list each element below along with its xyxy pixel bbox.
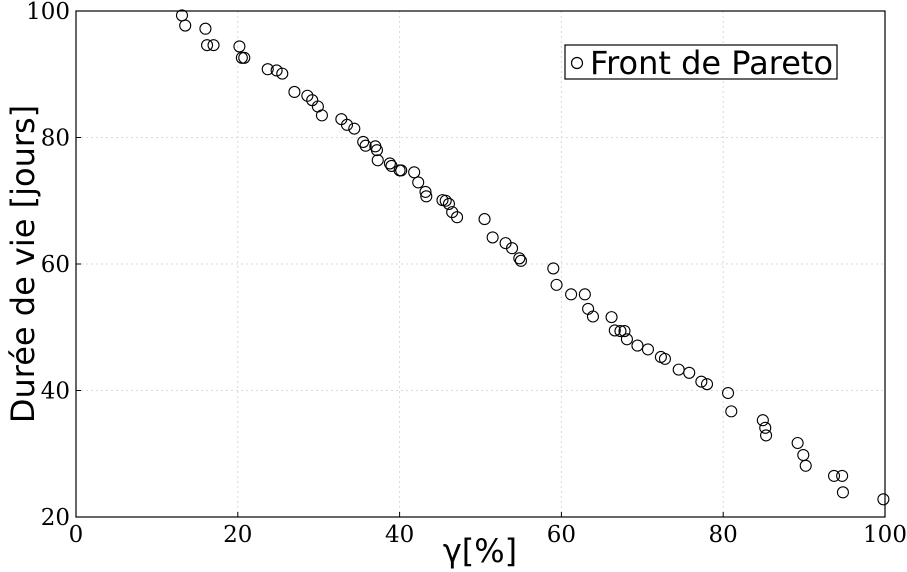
x-tick-label: 40 xyxy=(385,522,414,548)
data-point xyxy=(641,343,655,356)
data-point xyxy=(420,190,433,203)
data-point xyxy=(340,118,354,131)
legend: Front de Pareto xyxy=(564,44,838,82)
data-point xyxy=(658,352,672,365)
data-point xyxy=(608,324,621,337)
data-point xyxy=(877,493,890,506)
data-point xyxy=(799,459,812,472)
x-tick-label: 100 xyxy=(863,522,907,548)
data-point xyxy=(695,375,708,388)
data-point xyxy=(683,366,696,379)
data-point xyxy=(565,288,578,301)
data-point xyxy=(722,386,735,400)
data-point xyxy=(270,64,283,77)
data-point xyxy=(760,429,773,442)
data-point xyxy=(207,39,220,52)
data-points xyxy=(175,9,890,506)
y-tick-label: 60 xyxy=(41,252,70,278)
data-point xyxy=(439,194,452,207)
data-point xyxy=(605,311,618,324)
data-point xyxy=(199,22,212,35)
data-point xyxy=(514,254,528,267)
data-point xyxy=(359,139,372,152)
data-point xyxy=(395,164,408,177)
data-point xyxy=(408,166,421,179)
data-point xyxy=(301,89,314,102)
data-point xyxy=(586,310,600,323)
x-tick-label: 80 xyxy=(709,522,738,548)
data-point xyxy=(836,486,849,499)
data-point xyxy=(383,157,396,170)
data-point xyxy=(288,85,301,99)
y-tick-label: 40 xyxy=(41,379,70,405)
data-point xyxy=(450,211,464,224)
data-point xyxy=(578,288,591,301)
x-axis-title: γ[%] xyxy=(443,532,517,570)
data-point xyxy=(370,144,383,157)
data-point xyxy=(442,197,455,210)
data-point xyxy=(315,109,328,122)
data-point xyxy=(348,122,361,135)
data-point xyxy=(836,469,849,482)
data-point xyxy=(618,324,631,338)
data-point xyxy=(700,378,714,391)
y-tick-label: 100 xyxy=(26,0,70,25)
data-point xyxy=(506,242,519,255)
data-point xyxy=(261,63,274,76)
y-tick-label: 20 xyxy=(41,505,70,531)
y-tick-label: 80 xyxy=(41,126,70,152)
data-point xyxy=(725,405,738,418)
data-point xyxy=(631,339,644,352)
data-point xyxy=(276,67,289,80)
data-point xyxy=(614,324,627,338)
data-point xyxy=(791,436,804,450)
data-point xyxy=(550,278,563,291)
x-tick-label: 60 xyxy=(547,522,576,548)
legend-box xyxy=(564,44,838,80)
data-point xyxy=(582,302,595,315)
data-point xyxy=(371,154,384,167)
data-point xyxy=(306,94,319,107)
data-point xyxy=(201,39,214,52)
data-point xyxy=(238,51,251,64)
x-tick-label: 20 xyxy=(223,522,252,548)
data-point xyxy=(419,185,432,198)
data-point xyxy=(672,363,685,376)
data-point xyxy=(827,469,841,482)
data-point xyxy=(797,448,810,462)
data-point xyxy=(756,414,769,427)
grid xyxy=(75,10,886,518)
data-point xyxy=(233,40,246,53)
legend-marker xyxy=(570,56,584,70)
y-axis-title: Durée de vie [jours] xyxy=(4,105,42,423)
data-point xyxy=(513,252,526,265)
data-point xyxy=(547,262,560,275)
data-point xyxy=(759,421,772,434)
x-tick-label: 0 xyxy=(69,522,84,548)
legend-label: Front de Pareto xyxy=(590,44,833,82)
data-point xyxy=(486,231,499,244)
data-point xyxy=(412,176,425,189)
data-point xyxy=(620,333,633,346)
data-point xyxy=(357,135,370,148)
data-point xyxy=(478,213,491,226)
data-point xyxy=(179,19,192,32)
